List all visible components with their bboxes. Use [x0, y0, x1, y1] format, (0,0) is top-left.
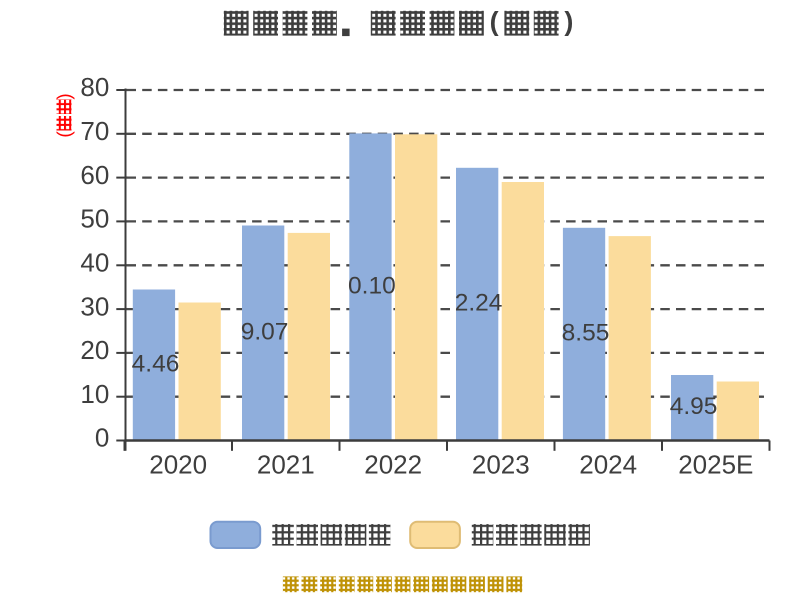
svg-text:2025E: 2025E — [678, 450, 753, 480]
svg-text:40: 40 — [80, 248, 109, 278]
svg-text:): ) — [55, 93, 76, 99]
svg-text:(: ( — [55, 131, 76, 138]
svg-text:0: 0 — [95, 423, 109, 453]
svg-text:): ) — [564, 6, 573, 36]
svg-text:4.46: 4.46 — [132, 351, 180, 378]
svg-text:2020: 2020 — [149, 450, 207, 480]
svg-text:2021: 2021 — [257, 450, 315, 480]
svg-text:(: ( — [490, 6, 499, 36]
svg-text:2.24: 2.24 — [455, 290, 503, 317]
svg-text:50: 50 — [80, 204, 109, 234]
svg-text:2023: 2023 — [472, 450, 530, 480]
svg-text:9.07: 9.07 — [241, 319, 289, 346]
svg-text:10: 10 — [80, 379, 109, 409]
svg-text:70: 70 — [80, 116, 109, 146]
svg-text:2024: 2024 — [579, 450, 637, 480]
svg-text:8.55: 8.55 — [562, 320, 610, 347]
svg-text:0.10: 0.10 — [348, 272, 396, 299]
svg-text:2022: 2022 — [364, 450, 422, 480]
svg-text:30: 30 — [80, 291, 109, 321]
svg-text:20: 20 — [80, 335, 109, 365]
svg-text:60: 60 — [80, 160, 109, 190]
svg-text:4.95: 4.95 — [670, 393, 718, 420]
svg-text:80: 80 — [80, 72, 109, 102]
